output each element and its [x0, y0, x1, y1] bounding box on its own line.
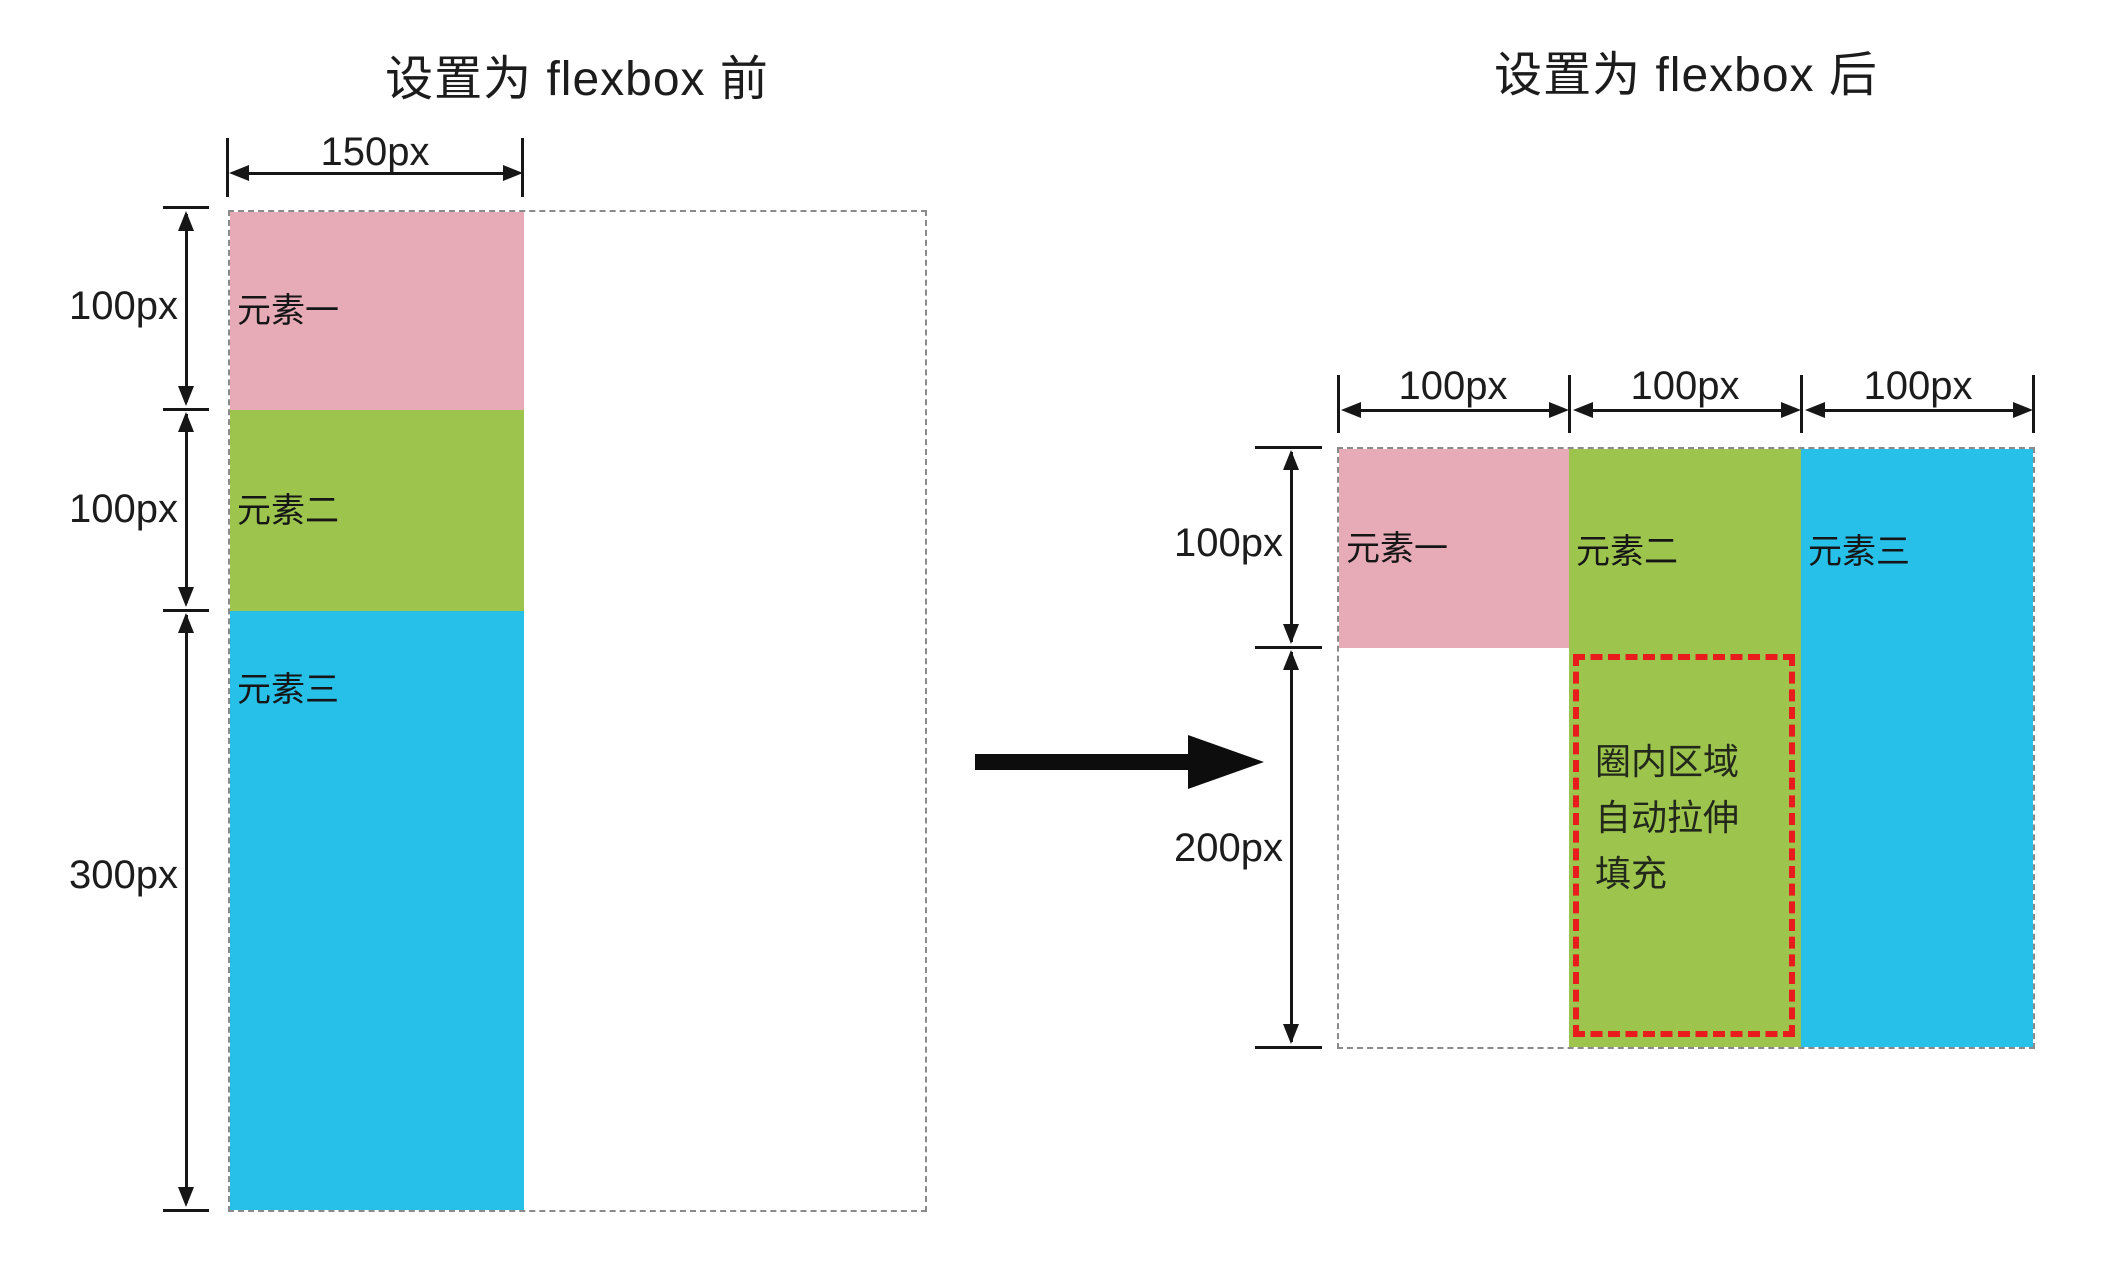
before-element-2-box: 元素二	[230, 410, 524, 611]
after-title: 设置为 flexbox 后	[1494, 49, 1878, 102]
arrowhead-down-icon	[1283, 1024, 1299, 1044]
arrowhead-right-icon	[2013, 402, 2033, 418]
arrowhead-left-icon	[1341, 402, 1361, 418]
after-height-label-2: 200px	[1174, 826, 1283, 870]
dimension-line	[1819, 409, 2019, 412]
transform-arrow-icon	[1188, 735, 1264, 789]
before-title: 设置为 flexbox 前	[385, 53, 769, 106]
arrowhead-up-icon	[178, 211, 194, 231]
arrowhead-down-icon	[178, 1187, 194, 1207]
stretch-note: 圈内区域 自动拉伸 填充	[1579, 660, 1789, 902]
dimension-tick	[1800, 375, 1803, 433]
dimension-tick	[226, 138, 229, 197]
stretch-highlight-box: 圈内区域 自动拉伸 填充	[1573, 654, 1795, 1037]
dimension-bar	[163, 1209, 209, 1212]
arrowhead-right-icon	[503, 165, 523, 181]
after-width-label-2: 100px	[1630, 364, 1740, 408]
after-element-1-label: 元素一	[1346, 529, 1448, 568]
before-height-label-1: 100px	[69, 284, 178, 328]
arrowhead-down-icon	[178, 587, 194, 607]
before-element-1-box: 元素一	[230, 212, 524, 410]
dimension-tick	[2032, 375, 2035, 433]
dimension-tick	[1337, 375, 1340, 433]
dimension-bar	[1255, 446, 1322, 449]
before-element-3-label: 元素三	[237, 671, 339, 709]
before-height-label-3: 300px	[69, 853, 178, 897]
dimension-bar	[1255, 646, 1322, 649]
arrowhead-right-icon	[1549, 402, 1569, 418]
arrowhead-up-icon	[1283, 650, 1299, 670]
dimension-line	[1355, 409, 1555, 412]
dimension-bar	[163, 206, 209, 209]
dimension-bar	[163, 408, 209, 411]
arrowhead-down-icon	[1283, 624, 1299, 644]
before-element-3-box: 元素三	[230, 611, 524, 1210]
dimension-line	[185, 615, 188, 1203]
arrowhead-up-icon	[178, 613, 194, 633]
dimension-tick	[1568, 375, 1571, 433]
stretch-note-line-2: 自动拉伸	[1595, 797, 1740, 838]
dimension-line	[1290, 652, 1293, 1042]
transform-arrow-shaft	[975, 754, 1191, 770]
after-height-label-1: 100px	[1174, 521, 1283, 565]
after-element-1-box: 元素一	[1339, 449, 1569, 648]
before-element-2-label: 元素二	[237, 491, 339, 530]
after-width-label-3: 100px	[1863, 364, 1973, 408]
dimension-bar	[163, 609, 209, 612]
dimension-line	[1290, 452, 1293, 642]
after-element-2-box: 元素二	[1569, 449, 1801, 1047]
arrowhead-down-icon	[178, 386, 194, 406]
dimension-bar	[1255, 1046, 1322, 1049]
arrowhead-left-icon	[1805, 402, 1825, 418]
arrowhead-left-icon	[1573, 402, 1593, 418]
dimension-line	[243, 172, 508, 175]
after-element-2-label: 元素二	[1576, 533, 1678, 571]
after-element-3-label: 元素三	[1808, 533, 1910, 571]
stretch-note-line-1: 圈内区域	[1595, 741, 1740, 782]
after-width-label-1: 100px	[1398, 364, 1508, 408]
before-width-label: 150px	[320, 130, 430, 174]
dimension-line	[1587, 409, 1787, 412]
arrowhead-left-icon	[229, 165, 249, 181]
arrowhead-up-icon	[178, 412, 194, 432]
arrowhead-right-icon	[1781, 402, 1801, 418]
dimension-line	[185, 214, 188, 402]
dimension-line	[185, 414, 188, 603]
after-element-3-box: 元素三	[1801, 449, 2033, 1047]
arrowhead-up-icon	[1283, 450, 1299, 470]
stretch-note-line-3: 填充	[1595, 853, 1668, 894]
before-element-1-label: 元素一	[237, 292, 339, 330]
before-height-label-2: 100px	[69, 487, 178, 531]
